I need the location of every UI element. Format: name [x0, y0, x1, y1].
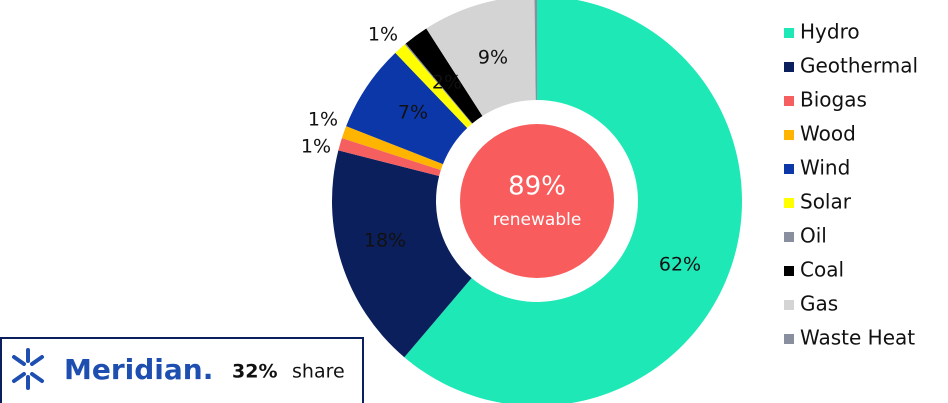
donut-segment: [338, 138, 441, 177]
legend-swatch: [784, 232, 794, 242]
legend-swatch: [784, 164, 794, 174]
legend-swatch: [784, 28, 794, 38]
legend-label: Biogas: [800, 88, 867, 112]
data-label: 7%: [398, 102, 428, 124]
data-label: 62%: [659, 254, 701, 276]
data-label: 9%: [478, 47, 508, 69]
logo-share-suffix: share: [292, 361, 345, 383]
data-label: 1%: [301, 136, 331, 158]
legend-label: Oil: [800, 224, 827, 248]
donut-segment: [404, 43, 473, 124]
legend-label: Waste Heat: [800, 326, 915, 350]
logo-icon: [12, 348, 44, 390]
legend-swatch: [784, 334, 794, 344]
legend-label: Geothermal: [800, 54, 918, 78]
center-circle: [460, 124, 614, 278]
legend-label: Solar: [800, 190, 852, 214]
donut-segment: [346, 52, 468, 165]
logo-box: Meridian. 32% share: [0, 337, 364, 403]
legend-swatch: [784, 266, 794, 276]
legend-label: Gas: [800, 292, 838, 316]
legend-swatch: [784, 96, 794, 106]
donut-segment: [405, 28, 483, 124]
center-value: 89%: [508, 172, 566, 202]
legend: Hydro Geothermal Biogas Wood Wind Solar Oil Coa…: [784, 20, 918, 350]
logo-border: [0, 337, 364, 403]
logo-brand: Meridian.: [64, 353, 213, 386]
data-label: 18%: [364, 230, 406, 252]
center-text: renewable: [493, 210, 582, 230]
data-label: 1%: [308, 109, 338, 131]
legend-swatch: [784, 62, 794, 72]
logo-share: 32%: [232, 361, 277, 383]
legend-label: Wind: [800, 156, 850, 180]
legend-swatch: [784, 130, 794, 140]
data-labels: 62% 18% 1% 1% 7% 1% 2% 9%: [301, 24, 701, 276]
donut-segment: [341, 126, 443, 171]
donut: [332, 0, 742, 403]
data-label: 2%: [432, 72, 462, 94]
legend-label: Coal: [800, 258, 844, 282]
legend-swatch: [784, 198, 794, 208]
legend-label: Wood: [800, 122, 856, 146]
legend-label: Hydro: [800, 20, 860, 44]
legend-swatch: [784, 300, 794, 310]
donut-segment: [404, 0, 742, 403]
donut-segment: [395, 44, 472, 128]
donut-segment: [534, 0, 537, 101]
donut-segment: [426, 0, 536, 117]
data-label: 1%: [368, 24, 398, 46]
donut-segment: [332, 150, 472, 358]
